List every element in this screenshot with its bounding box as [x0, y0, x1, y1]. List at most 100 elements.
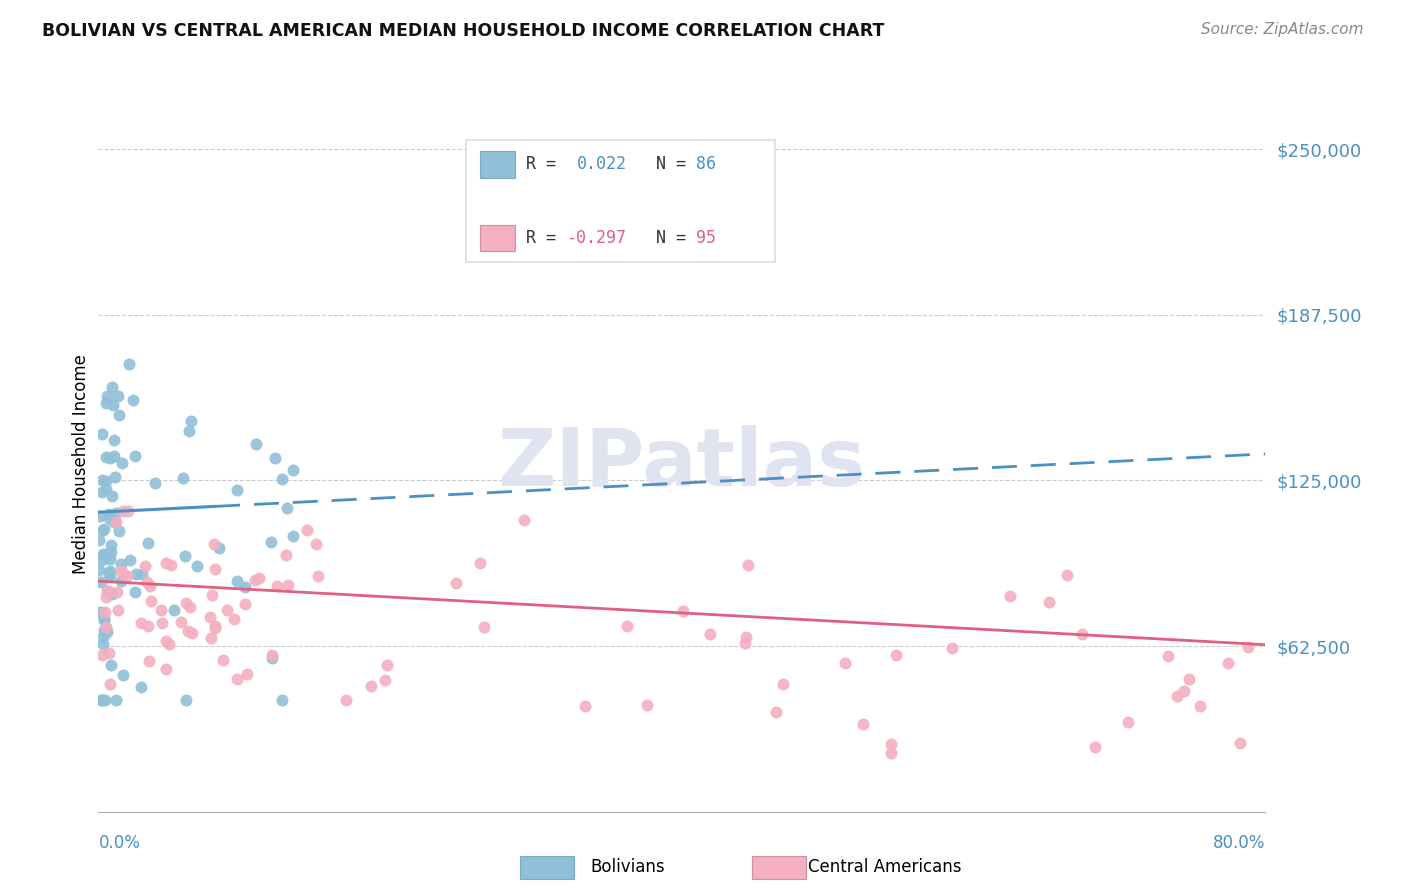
- Point: [89, 509, 111, 524]
- Point: [87, 533, 110, 547]
- Text: R =: R =: [526, 229, 567, 247]
- Point: [880, 747, 903, 761]
- Text: BOLIVIAN VS CENTRAL AMERICAN MEDIAN HOUSEHOLD INCOME CORRELATION CHART: BOLIVIAN VS CENTRAL AMERICAN MEDIAN HOUS…: [42, 22, 884, 40]
- Point: [91, 473, 114, 487]
- Point: [110, 574, 132, 588]
- Point: [264, 450, 287, 465]
- Point: [124, 585, 146, 599]
- Point: [274, 548, 297, 562]
- Point: [160, 558, 183, 572]
- Text: 95: 95: [696, 229, 717, 247]
- Point: [118, 357, 141, 371]
- Point: [247, 571, 270, 585]
- Point: [176, 693, 198, 707]
- Point: [245, 437, 267, 451]
- Point: [112, 566, 135, 580]
- Point: [107, 389, 129, 403]
- Text: Source: ZipAtlas.com: Source: ZipAtlas.com: [1201, 22, 1364, 37]
- Point: [90, 484, 112, 499]
- Point: [737, 558, 759, 573]
- Text: 80.0%: 80.0%: [1213, 834, 1265, 852]
- Point: [105, 506, 128, 520]
- Point: [136, 575, 159, 590]
- Point: [225, 672, 247, 686]
- Point: [699, 627, 721, 641]
- Point: [155, 556, 177, 570]
- Point: [307, 569, 329, 583]
- Point: [472, 620, 495, 634]
- Point: [360, 679, 382, 693]
- Point: [110, 564, 132, 578]
- Point: [270, 472, 292, 486]
- Point: [91, 426, 114, 441]
- Point: [96, 590, 118, 604]
- Text: Bolivians: Bolivians: [591, 858, 665, 876]
- Point: [260, 534, 283, 549]
- Point: [118, 553, 141, 567]
- Point: [204, 621, 226, 635]
- Point: [281, 463, 304, 477]
- Point: [117, 504, 139, 518]
- Point: [98, 511, 121, 525]
- Point: [202, 537, 225, 551]
- Point: [305, 537, 328, 551]
- Point: [149, 603, 172, 617]
- Point: [260, 648, 283, 662]
- Point: [374, 673, 396, 688]
- Point: [105, 584, 128, 599]
- Point: [110, 557, 132, 571]
- Point: [111, 456, 134, 470]
- Point: [616, 618, 638, 632]
- Point: [204, 619, 226, 633]
- Point: [283, 529, 305, 543]
- Y-axis label: Median Household Income: Median Household Income: [72, 354, 90, 574]
- Point: [111, 503, 134, 517]
- Point: [852, 717, 875, 731]
- Point: [96, 482, 118, 496]
- Point: [122, 392, 145, 407]
- Point: [1173, 684, 1195, 698]
- Point: [335, 693, 357, 707]
- Point: [107, 524, 129, 539]
- Point: [1166, 689, 1188, 703]
- Point: [89, 563, 111, 577]
- Point: [143, 475, 166, 490]
- Point: [91, 648, 114, 663]
- Point: [98, 676, 121, 690]
- Point: [100, 657, 122, 672]
- Point: [173, 549, 195, 564]
- Point: [94, 450, 117, 464]
- Point: [215, 603, 238, 617]
- Point: [96, 584, 118, 599]
- Point: [98, 451, 121, 466]
- Text: -0.297: -0.297: [567, 229, 627, 247]
- Point: [170, 615, 193, 629]
- Point: [1156, 648, 1178, 663]
- Point: [100, 587, 122, 601]
- Point: [180, 415, 202, 429]
- Point: [93, 522, 115, 536]
- Point: [94, 474, 117, 488]
- Text: ZIPatlas: ZIPatlas: [498, 425, 866, 503]
- Point: [91, 523, 114, 537]
- Point: [295, 523, 318, 537]
- Point: [93, 613, 115, 627]
- Point: [1056, 568, 1078, 582]
- Point: [103, 433, 125, 447]
- Text: N =: N =: [627, 229, 696, 247]
- Point: [90, 693, 112, 707]
- Point: [225, 574, 247, 589]
- Point: [96, 624, 118, 639]
- Point: [204, 562, 226, 576]
- Point: [243, 573, 266, 587]
- Point: [1237, 640, 1260, 654]
- Point: [179, 599, 201, 614]
- Point: [100, 538, 122, 552]
- Point: [772, 677, 794, 691]
- Point: [93, 605, 115, 619]
- Point: [98, 569, 121, 583]
- Text: Central Americans: Central Americans: [808, 858, 962, 876]
- Point: [131, 567, 153, 582]
- Point: [637, 698, 659, 713]
- Point: [90, 575, 112, 590]
